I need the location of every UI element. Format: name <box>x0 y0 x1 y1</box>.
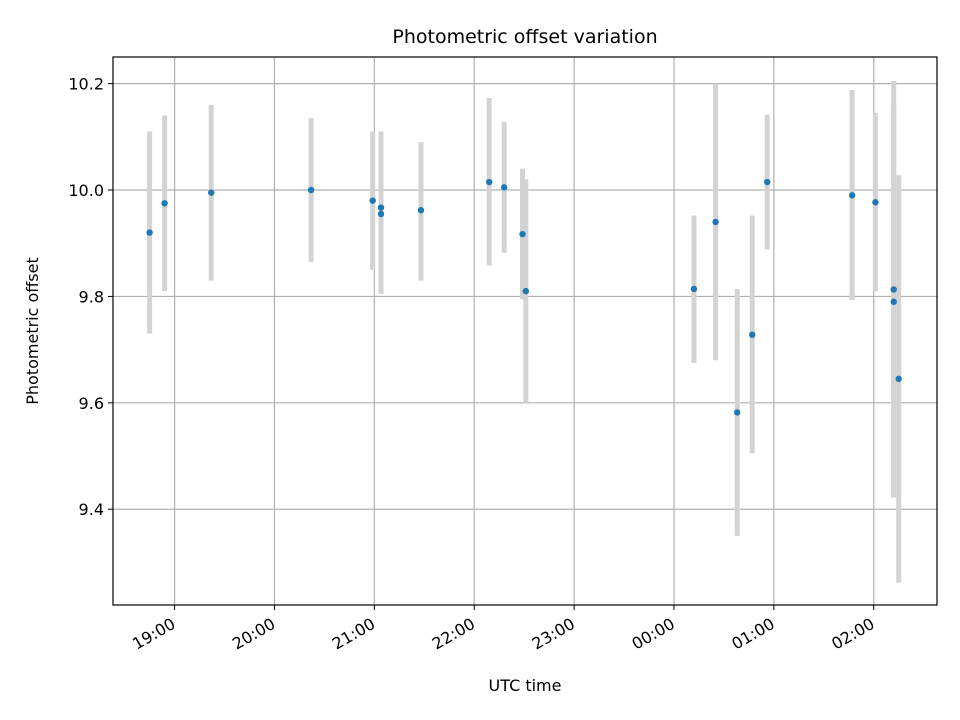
data-point <box>749 331 756 338</box>
data-point <box>161 200 168 207</box>
data-point <box>712 218 719 226</box>
y-tick-label: 9.8 <box>79 287 104 306</box>
data-point <box>307 186 315 194</box>
y-tick-label: 9.6 <box>79 394 104 413</box>
data-point <box>895 375 902 383</box>
data-point <box>690 285 698 293</box>
data-point <box>764 178 771 186</box>
data-point <box>500 184 508 191</box>
data-point <box>208 189 215 196</box>
data-point <box>890 298 897 305</box>
data-point <box>377 210 385 218</box>
plot-frame <box>112 56 938 606</box>
data-point <box>519 230 526 238</box>
data-point <box>890 286 897 293</box>
data-point <box>872 199 879 206</box>
y-axis-label: Photometric offset <box>23 257 42 405</box>
y-tick-label: 10.0 <box>68 181 104 200</box>
grid <box>113 57 937 605</box>
data-point <box>522 287 530 295</box>
data-point <box>734 409 741 416</box>
points <box>146 178 902 416</box>
data-point <box>417 207 425 214</box>
y-tick-label: 9.4 <box>79 500 104 519</box>
chart-title: Photometric offset variation <box>392 26 657 48</box>
y-tick-label: 10.2 <box>68 75 104 94</box>
data-point <box>486 178 493 186</box>
data-point <box>377 204 385 211</box>
data-point <box>369 197 376 204</box>
data-point <box>848 192 856 199</box>
x-axis-label: UTC time <box>489 676 562 695</box>
y-ticks: 9.4 9.6 9.8 10.0 10.2 <box>68 75 113 519</box>
data-point <box>146 229 153 236</box>
